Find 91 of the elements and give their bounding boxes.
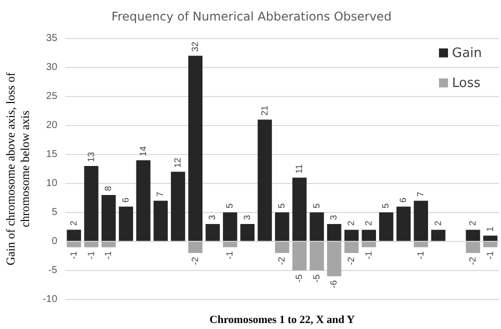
data-label: 2	[363, 220, 374, 226]
bar	[466, 230, 480, 241]
bar	[327, 242, 342, 276]
data-label: -1	[224, 251, 235, 260]
data-label: -2	[467, 257, 478, 266]
legend-label: Loss	[452, 76, 481, 91]
data-label: 3	[328, 214, 339, 220]
data-label: 6	[398, 198, 408, 203]
chart-title: Frequency of Numerical Abberations Observed	[111, 9, 392, 24]
data-label: -2	[276, 257, 287, 266]
bar	[136, 160, 150, 241]
data-label: -5	[294, 274, 304, 282]
x-axis-title: Chromosomes 1 to 22, X and Y	[210, 314, 355, 326]
bar	[66, 230, 82, 241]
y-tick-label: 15	[46, 149, 58, 160]
data-label: 3	[207, 214, 218, 220]
bar	[414, 200, 428, 241]
y-tick-label: -10	[42, 294, 58, 306]
data-label: 7	[415, 192, 426, 197]
data-label: 13	[86, 152, 96, 162]
bar	[327, 224, 342, 241]
data-label: 6	[120, 198, 130, 203]
bar	[362, 242, 376, 248]
data-label: 1	[484, 226, 495, 232]
bar	[275, 212, 290, 241]
data-label: -1	[363, 251, 374, 260]
bar	[379, 212, 394, 241]
y-tick-label: 35	[46, 33, 58, 44]
bar	[222, 212, 238, 241]
data-label: 2	[467, 220, 478, 226]
y-tick-label: 30	[46, 62, 58, 74]
bar	[102, 195, 116, 241]
data-label: -2	[190, 257, 200, 266]
bar	[66, 242, 82, 248]
data-label: -1	[415, 251, 426, 260]
data-label: 2	[432, 220, 443, 226]
data-label: 5	[380, 203, 391, 208]
bar	[84, 166, 98, 241]
bar	[344, 242, 359, 253]
data-label: 21	[259, 106, 270, 116]
data-label: 5	[224, 203, 235, 208]
bar	[258, 120, 272, 241]
bar	[414, 242, 428, 248]
y-tick-label: 20	[46, 120, 58, 132]
data-label: 14	[138, 146, 148, 156]
bar	[310, 242, 324, 270]
data-label: -1	[86, 251, 96, 260]
data-label: -2	[346, 257, 356, 266]
bar	[466, 242, 480, 253]
bar	[483, 236, 498, 241]
bar	[206, 224, 220, 241]
data-label: -1	[484, 251, 495, 260]
data-label: 5	[311, 203, 322, 208]
data-label: 3	[242, 214, 252, 220]
y-axis-title: Gain of chromosome above axis, loss of chromosome below axis	[3, 72, 32, 266]
bar	[431, 230, 446, 241]
data-label: 32	[190, 42, 200, 52]
data-label: 2	[346, 220, 356, 226]
y-tick-label: -5	[48, 265, 58, 276]
data-label: 5	[276, 203, 287, 208]
y-tick-label: 25	[46, 91, 58, 102]
data-label: 7	[155, 192, 166, 197]
bar	[362, 230, 376, 241]
bar	[102, 242, 116, 248]
data-label: 2	[68, 220, 78, 226]
bar	[292, 242, 307, 270]
data-label: -5	[311, 274, 322, 282]
bar	[292, 178, 307, 241]
y-tick-label: 0	[52, 236, 58, 248]
bar	[396, 206, 411, 241]
bar	[344, 230, 359, 241]
bar	[483, 242, 498, 248]
bar	[310, 212, 324, 241]
bar	[240, 224, 255, 241]
bar	[170, 172, 186, 241]
legend-label: Gain	[452, 46, 482, 61]
data-label: 8	[103, 186, 114, 191]
data-label: -1	[103, 251, 114, 260]
data-label: -1	[68, 251, 78, 260]
y-tick-label: 10	[46, 178, 58, 190]
y-tick-label: 5	[52, 207, 58, 218]
bar	[188, 242, 202, 253]
data-label: -6	[328, 280, 339, 288]
bar	[188, 56, 202, 241]
bar	[275, 242, 290, 253]
bar	[118, 206, 134, 241]
data-label: 12	[172, 158, 183, 168]
bar	[154, 200, 168, 241]
bar	[222, 242, 238, 248]
data-label: 11	[294, 164, 304, 174]
bar	[84, 242, 98, 248]
